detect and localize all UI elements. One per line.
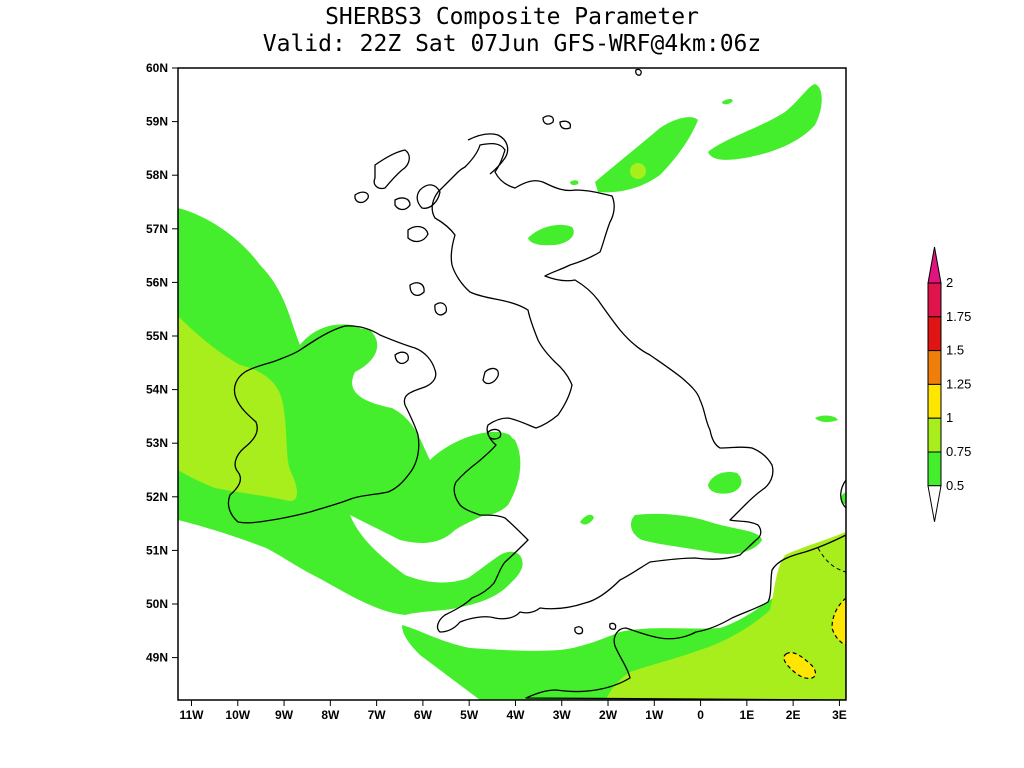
map-title: SHERBS3 Composite Parameter — [325, 4, 699, 30]
field-region-west-atlantic — [178, 208, 520, 615]
coast-hebrides — [354, 149, 411, 211]
lon-tick-label: 7W — [368, 708, 387, 722]
lon-tick-label: 1W — [645, 708, 664, 722]
coast-ireland — [227, 325, 437, 524]
lat-tick-label: 56N — [146, 275, 168, 289]
longitude-axis: 11W 10W 9W 8W 7W 6W 5W 4W 3W 2W 1W 0 1E 2E 3E — [179, 700, 847, 722]
field-region-yellow-2 — [831, 597, 846, 646]
field-region-blob-5 — [580, 514, 594, 525]
legend-arrow-bottom — [927, 485, 942, 522]
field-region-blob-4 — [815, 415, 838, 423]
lat-tick-label: 57N — [146, 222, 168, 236]
legend-swatch — [927, 316, 942, 352]
lon-tick-label: 8W — [321, 708, 340, 722]
legend-level-label: 1 — [946, 410, 953, 425]
map-frame — [177, 67, 847, 701]
field-region-wales — [449, 432, 521, 517]
legend-level-label: 2 — [946, 275, 953, 290]
legend-swatch — [927, 383, 942, 419]
lat-tick-label: 59N — [146, 115, 168, 129]
legend-arrow-top — [927, 246, 942, 284]
coast-shetland — [635, 68, 642, 76]
coast-orkney — [542, 115, 572, 130]
lat-tick-label: 58N — [146, 168, 168, 182]
field-region-southwest — [432, 551, 523, 608]
field-region-blob-1 — [528, 224, 574, 246]
legend-level-label: 1.75 — [946, 309, 971, 324]
field-region-donegal — [300, 324, 374, 362]
legend-swatch — [927, 451, 942, 487]
lat-tick-label: 50N — [146, 597, 168, 611]
field-region-north-sea-spot — [630, 163, 646, 179]
lon-tick-label: 5W — [460, 708, 479, 722]
map-subtitle: Valid: 22Z Sat 07Jun GFS-WRF@4km:06z — [262, 31, 762, 57]
field-region-ireland-west — [178, 316, 297, 501]
lat-tick-label: 49N — [146, 651, 168, 665]
parameter-field — [178, 84, 846, 700]
field-region-blob-3 — [630, 513, 762, 554]
lon-tick-label: 10W — [225, 708, 250, 722]
lat-tick-label: 53N — [146, 436, 168, 450]
field-contour-dashed — [817, 547, 846, 573]
lon-tick-label: 9W — [275, 708, 294, 722]
lat-tick-label: 60N — [146, 61, 168, 75]
lat-tick-label: 54N — [146, 383, 168, 397]
legend-level-label: 1.5 — [946, 343, 964, 358]
coast-france — [525, 534, 846, 700]
lon-tick-label: 1E — [740, 708, 755, 722]
legend-swatch — [927, 282, 942, 318]
coast-skye-mull — [407, 184, 448, 316]
lon-tick-label: 0 — [697, 708, 704, 722]
coast-anglesey — [487, 428, 502, 440]
coast-channel-islands — [574, 622, 617, 635]
coast-low-countries — [840, 479, 846, 509]
legend-swatch — [927, 417, 942, 453]
field-region-north-sea-ne — [708, 84, 822, 160]
lon-tick-label: 2E — [786, 708, 801, 722]
lat-tick-label: 55N — [146, 329, 168, 343]
lat-tick-label: 51N — [146, 543, 168, 557]
coastlines — [227, 68, 846, 700]
legend-level-label: 1.25 — [946, 376, 971, 391]
lon-tick-label: 4W — [506, 708, 525, 722]
coast-isle-of-man — [482, 367, 499, 385]
lon-tick-label: 11W — [179, 708, 204, 722]
colorbar-legend: 2 1.75 1.5 1.25 1 0.75 0.5 — [927, 246, 971, 522]
lon-tick-label: 3W — [553, 708, 572, 722]
lon-tick-label: 3E — [832, 708, 847, 722]
coast-great-britain — [431, 142, 774, 633]
lon-tick-label: 6W — [414, 708, 433, 722]
legend-level-label: 0.75 — [946, 444, 971, 459]
coast-north-scotland — [467, 133, 509, 175]
latitude-axis: 60N 59N 58N 57N 56N 55N 54N 53N 52N 51N 50N 49N — [146, 61, 178, 665]
field-region-blob-2 — [708, 472, 742, 494]
field-region-blob-6 — [722, 99, 733, 105]
lat-tick-label: 52N — [146, 490, 168, 504]
field-region-yellow-1 — [783, 651, 817, 679]
legend-swatch — [927, 350, 942, 385]
field-region-blob-7 — [570, 180, 579, 186]
legend-level-label: 0.5 — [946, 478, 964, 493]
lon-tick-label: 2W — [599, 708, 618, 722]
coast-lough-neagh — [394, 351, 409, 365]
field-region-north-sea-north — [595, 117, 698, 193]
